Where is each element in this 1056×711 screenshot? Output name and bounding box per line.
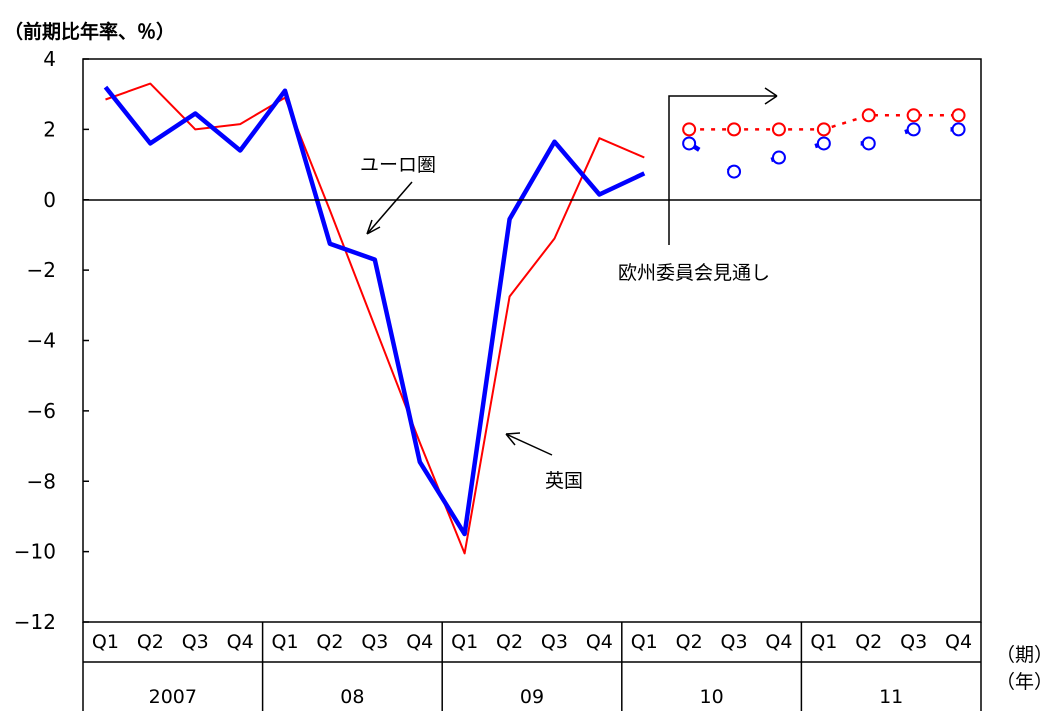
data-point bbox=[771, 122, 786, 137]
quarter-label: Q4 bbox=[586, 631, 613, 653]
quarter-label: Q1 bbox=[272, 631, 299, 653]
quarter-label: Q1 bbox=[810, 631, 837, 653]
data-point bbox=[951, 122, 966, 137]
y-tick-label: −12 bbox=[14, 610, 56, 634]
year-label: 10 bbox=[700, 686, 724, 708]
quarter-label: Q3 bbox=[900, 631, 927, 653]
y-tick-label: 4 bbox=[43, 47, 56, 71]
data-point bbox=[861, 136, 876, 151]
x-axis-quarter-unit: （期） bbox=[996, 644, 1053, 666]
quarter-label: Q1 bbox=[92, 631, 119, 653]
data-point bbox=[861, 108, 876, 123]
euro-area-arrow bbox=[366, 181, 413, 235]
year-label: 09 bbox=[520, 686, 544, 708]
data-point bbox=[951, 108, 966, 123]
y-tick-label: −4 bbox=[27, 329, 56, 353]
y-axis-unit-label: （前期比年率、％） bbox=[4, 20, 175, 43]
quarter-label: Q2 bbox=[137, 631, 164, 653]
y-tick-label: −6 bbox=[27, 399, 56, 423]
quarter-label: Q2 bbox=[496, 631, 523, 653]
data-point bbox=[771, 150, 786, 165]
quarter-label: Q4 bbox=[765, 631, 792, 653]
x-axis: Q1 Q2 Q3 Q4 Q1 Q2 Q3 Q4 Q1 Q2 Q3 Q4 Q1 Q2 Q3 Q4 Q1 Q2 Q3 Q4… bbox=[82, 622, 1053, 711]
plot-frame bbox=[82, 58, 982, 623]
year-label: 11 bbox=[879, 686, 903, 708]
y-tick-label: −2 bbox=[27, 258, 56, 282]
quarter-label: Q1 bbox=[631, 631, 658, 653]
quarter-label: Q4 bbox=[227, 631, 254, 653]
x-axis-year-unit: （年） bbox=[996, 671, 1053, 693]
data-point bbox=[727, 122, 742, 137]
y-axis-ticks: 4 2 0 −2 −4 −6 −8 −10 −12 bbox=[14, 47, 89, 634]
series-line bbox=[103, 85, 646, 537]
data-point bbox=[816, 122, 831, 137]
y-tick-label: −8 bbox=[27, 469, 56, 493]
data-point bbox=[816, 136, 831, 151]
y-tick-label: −10 bbox=[14, 540, 56, 564]
data-point bbox=[727, 164, 742, 179]
forecast-annotation: 欧州委員会見通し bbox=[618, 262, 770, 284]
annotations: ユーロ圏 英国 欧州委員会見通し bbox=[360, 87, 778, 492]
uk-annotation: 英国 bbox=[545, 470, 583, 492]
uk-arrow bbox=[505, 432, 553, 456]
data-point bbox=[682, 122, 697, 137]
quarter-label: Q2 bbox=[855, 631, 882, 653]
data-point bbox=[906, 122, 921, 137]
quarter-label: Q4 bbox=[945, 631, 972, 653]
quarter-label: Q3 bbox=[361, 631, 388, 653]
y-tick-label: 0 bbox=[43, 188, 56, 212]
quarter-label: Q3 bbox=[182, 631, 209, 653]
quarter-label: Q4 bbox=[406, 631, 433, 653]
series-line bbox=[105, 82, 645, 555]
year-label: 2007 bbox=[149, 686, 197, 708]
quarter-label: Q2 bbox=[316, 631, 343, 653]
quarter-label: Q1 bbox=[451, 631, 478, 653]
quarter-label: Q3 bbox=[721, 631, 748, 653]
quarter-label: Q3 bbox=[541, 631, 568, 653]
series-layer bbox=[103, 82, 966, 555]
data-point bbox=[906, 108, 921, 123]
year-label: 08 bbox=[340, 686, 364, 708]
euro-area-annotation: ユーロ圏 bbox=[360, 154, 436, 176]
y-tick-label: 2 bbox=[43, 117, 56, 141]
forecast-bracket-arrow bbox=[668, 87, 778, 245]
quarter-label: Q2 bbox=[676, 631, 703, 653]
data-point bbox=[682, 136, 697, 151]
